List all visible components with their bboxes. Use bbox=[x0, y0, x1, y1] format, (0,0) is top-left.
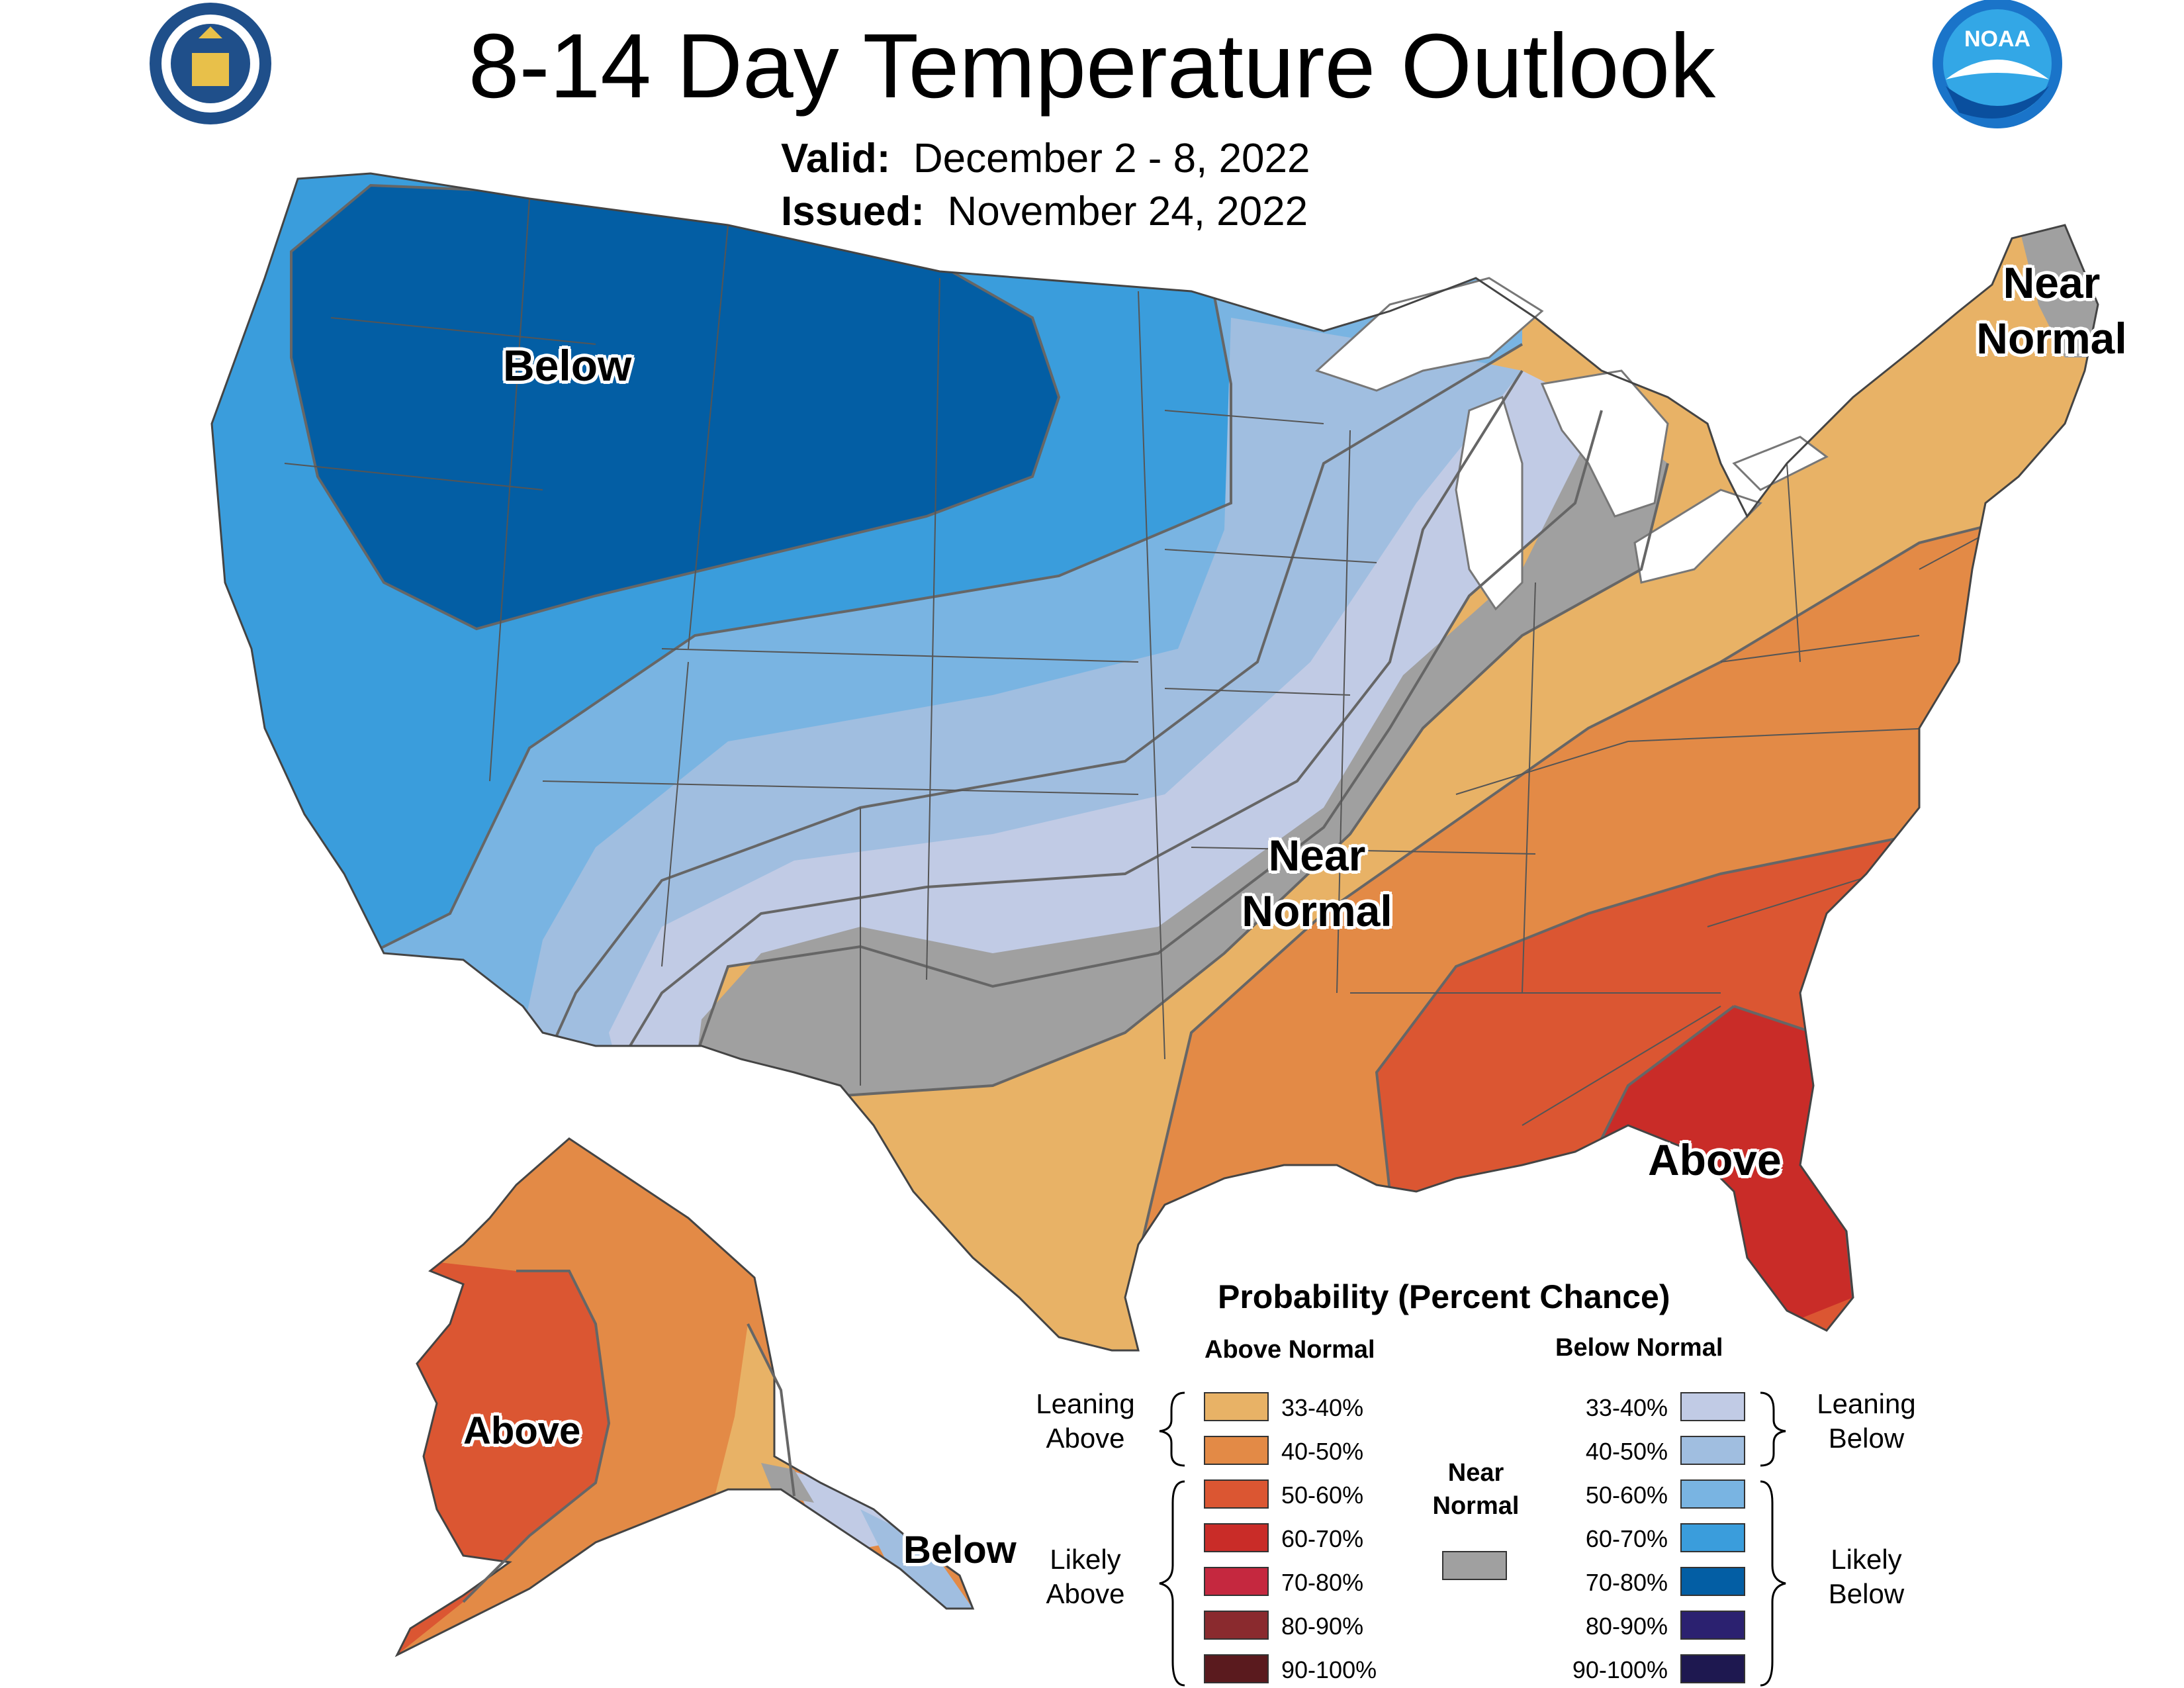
alaska-below-label: Below bbox=[903, 1528, 1017, 1571]
swatch-below-60-70 bbox=[1680, 1523, 1745, 1552]
pct-above-60-70: 60-70% bbox=[1281, 1525, 1364, 1552]
pct-below-50-60: 50-60% bbox=[1585, 1481, 1668, 1509]
valid-value: December 2 - 8, 2022 bbox=[913, 136, 1310, 181]
legend-leaning-below: Leaning Below bbox=[1817, 1388, 1916, 1454]
swatch-below-70-80 bbox=[1680, 1567, 1745, 1596]
pct-below-40-50: 40-50% bbox=[1585, 1438, 1668, 1465]
noaa-logo-text: NOAA bbox=[1964, 26, 2030, 52]
noaa-logo: NOAA bbox=[1933, 0, 2062, 128]
swatch-above-60-70 bbox=[1204, 1523, 1269, 1552]
swatch-below-90-100 bbox=[1680, 1654, 1745, 1683]
great-lakes bbox=[1315, 277, 1829, 611]
swatch-above-90-100 bbox=[1204, 1654, 1269, 1683]
issued-line: Issued: November 24, 2022 bbox=[781, 185, 1308, 238]
legend-braces bbox=[1159, 1391, 1786, 1687]
legend-title: Probability (Percent Chance) bbox=[1218, 1278, 1670, 1315]
legend-above-heading: Above Normal bbox=[1205, 1336, 1375, 1364]
legend-likely-above: Likely Above bbox=[1046, 1544, 1125, 1609]
swatch-below-50-60 bbox=[1680, 1479, 1745, 1509]
lake-superior bbox=[1315, 277, 1544, 392]
pct-below-90-100: 90-100% bbox=[1572, 1656, 1668, 1683]
pct-above-80-90: 80-90% bbox=[1281, 1613, 1364, 1640]
conus-near-normal-label: Near Normal bbox=[1218, 827, 1416, 939]
pct-below-60-70: 60-70% bbox=[1585, 1525, 1668, 1552]
ne-near-normal-line1: Near bbox=[2003, 258, 2101, 307]
swatch-above-80-90 bbox=[1204, 1611, 1269, 1640]
swatch-above-70-80 bbox=[1204, 1567, 1269, 1596]
swatch-above-50-60 bbox=[1204, 1479, 1269, 1509]
conus-below-label: Below bbox=[503, 341, 632, 390]
pct-above-40-50: 40-50% bbox=[1281, 1438, 1364, 1465]
pct-above-33-40: 33-40% bbox=[1281, 1394, 1364, 1421]
swatch-near-normal bbox=[1442, 1551, 1507, 1580]
conus-above-label: Above bbox=[1648, 1135, 1782, 1184]
legend-likely-below: Likely Below bbox=[1828, 1544, 1905, 1609]
swatch-above-40-50 bbox=[1204, 1436, 1269, 1465]
pct-below-80-90: 80-90% bbox=[1585, 1613, 1668, 1640]
ne-near-normal-line2: Normal bbox=[1976, 314, 2127, 363]
alaska-outline bbox=[394, 1137, 975, 1658]
field-above-60-70 bbox=[1602, 1006, 1853, 1324]
alaska-above-label: Above bbox=[463, 1409, 581, 1452]
ne-near-normal-label: Near Normal bbox=[1952, 255, 2151, 366]
field-below-70-80 bbox=[291, 185, 1059, 629]
pct-above-70-80: 70-80% bbox=[1281, 1569, 1364, 1596]
swatch-below-80-90 bbox=[1680, 1611, 1745, 1640]
conus-outline bbox=[210, 172, 2099, 1352]
state-boundaries bbox=[284, 198, 2019, 1126]
lake-erie bbox=[1633, 489, 1762, 584]
lake-huron bbox=[1540, 369, 1669, 518]
conus-near-normal-line1: Near bbox=[1268, 831, 1366, 880]
issued-value: November 24, 2022 bbox=[947, 189, 1308, 234]
valid-label: Valid: bbox=[781, 136, 891, 181]
swatch-below-33-40 bbox=[1680, 1392, 1745, 1421]
pct-below-33-40: 33-40% bbox=[1585, 1394, 1668, 1421]
conus-near-normal-line2: Normal bbox=[1242, 886, 1392, 935]
legend-swatches bbox=[1204, 1392, 1745, 1683]
field-near-normal bbox=[695, 410, 1668, 1099]
swatch-below-40-50 bbox=[1680, 1436, 1745, 1465]
field-below-33-40 bbox=[609, 371, 1602, 1086]
lake-ontario bbox=[1732, 436, 1829, 491]
department-of-commerce-seal bbox=[150, 3, 271, 124]
legend-near-normal: Near Normal bbox=[1432, 1459, 1520, 1520]
pct-above-50-60: 50-60% bbox=[1281, 1481, 1364, 1509]
page-title: 8-14 Day Temperature Outlook bbox=[468, 15, 1716, 117]
legend-leaning-above: Leaning Above bbox=[1036, 1388, 1135, 1454]
swatch-above-33-40 bbox=[1204, 1392, 1269, 1421]
alaska-contours bbox=[462, 1270, 796, 1603]
legend-below-heading: Below Normal bbox=[1555, 1334, 1723, 1362]
valid-line: Valid: December 2 - 8, 2022 bbox=[781, 132, 1310, 185]
issued-label: Issued: bbox=[781, 189, 925, 234]
pct-below-70-80: 70-80% bbox=[1585, 1569, 1668, 1596]
pct-above-90-100: 90-100% bbox=[1281, 1656, 1377, 1683]
